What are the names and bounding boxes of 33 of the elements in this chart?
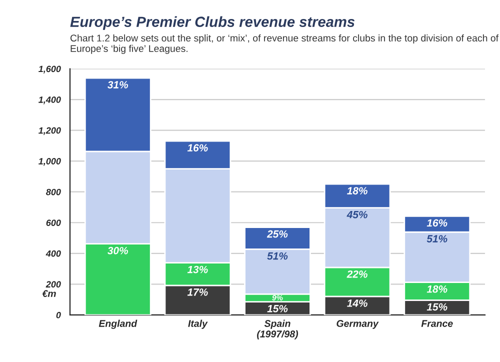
y-tick-label: 1,000	[38, 158, 61, 166]
y-tick-label: 0	[56, 312, 61, 318]
annotation: 31%	[108, 81, 128, 88]
x-tick-label: Italy	[188, 320, 208, 329]
annotation: 17%	[187, 288, 208, 296]
x-tick-label: England	[98, 320, 138, 329]
y-tick-label: 600	[46, 220, 61, 226]
annotation: 25%	[266, 230, 288, 238]
annotation: 45%	[346, 210, 368, 218]
annotation: 15%	[426, 303, 448, 311]
annotation: 51%	[267, 252, 288, 260]
y-tick-label: 1,600	[38, 66, 61, 74]
annotation: 13%	[187, 266, 208, 274]
y-tick-label: 400	[46, 250, 61, 257]
annotation: 16%	[187, 144, 208, 152]
annotation: 51%	[426, 235, 448, 242]
annotation: 16%	[426, 219, 448, 227]
x-tick-label: Germany	[336, 320, 379, 329]
y-axis-title: €m	[42, 290, 56, 298]
chart-subtitle: Chart 1.2 below sets out the split, or ‘mix’, of revenue streams for clubs in the top division of each of Europe’s ‘big five’ Leagues.	[70, 34, 499, 54]
y-tick-label: 800	[46, 188, 61, 196]
annotation: 14%	[347, 300, 368, 307]
annotation: 18%	[347, 187, 368, 194]
y-tick-label: 200	[46, 281, 61, 288]
x-tick-label: France	[421, 320, 453, 327]
annotation: 22%	[346, 270, 368, 278]
annotation: 30%	[108, 246, 128, 254]
annotation: 15%	[267, 304, 288, 312]
chart-title: Europe’s Premier Clubs revenue streams	[70, 16, 355, 30]
y-tick-label: 1,200	[38, 127, 61, 135]
y-tick-label: 1,400	[38, 96, 61, 104]
annotation: 18%	[426, 285, 448, 293]
x-tick-label: Spain (1997/98)	[257, 320, 298, 340]
